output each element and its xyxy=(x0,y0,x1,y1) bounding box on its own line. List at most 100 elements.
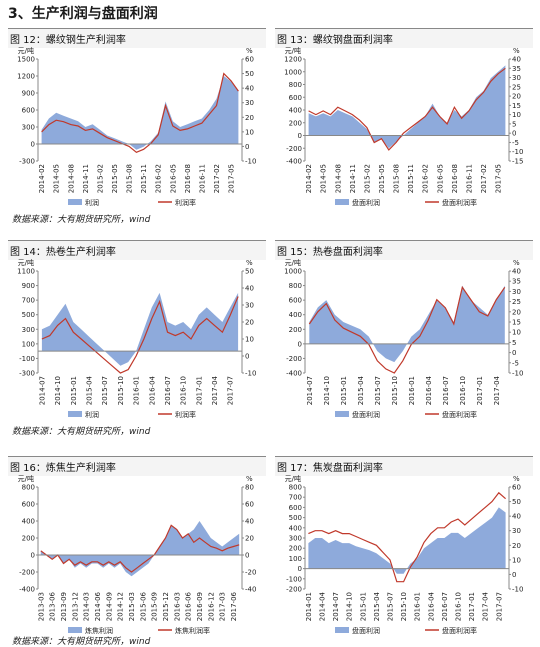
x-tick-label: 2016-05 xyxy=(169,164,177,193)
y-unit: 元/吨 xyxy=(18,474,34,483)
y-tick-label: 0 xyxy=(31,141,35,149)
chart: 元/吨 %-200-1000100200300400500600700800-10… xyxy=(285,474,524,635)
x-tick-label: 2015-01 xyxy=(70,376,78,405)
y-tick-label: 800 xyxy=(289,282,302,290)
y2-tick-label: 15 xyxy=(512,319,521,327)
figure-title: 图 12：螺纹钢生产利润率 xyxy=(8,28,266,48)
y-tick-label: -100 xyxy=(286,575,302,583)
chart: 元/吨 %-300-1001003005007009001100-10010203… xyxy=(17,258,256,419)
x-tick-label: 2016-07 xyxy=(164,376,172,405)
y-tick-label: 200 xyxy=(289,545,302,553)
x-tick-label: 2014-12 xyxy=(117,592,125,621)
line xyxy=(41,72,239,153)
y-tick-label: 0 xyxy=(31,552,35,560)
x-tick-label: 2017-03 xyxy=(219,592,227,621)
y2-tick-label: 50 xyxy=(245,268,254,276)
x-tick-label: 2016-01 xyxy=(408,376,416,405)
legend-label: 盘面利润 xyxy=(352,198,380,207)
y-tick-label: 400 xyxy=(289,107,302,115)
y-tick-label: 200 xyxy=(289,119,302,127)
y2-tick-label: 15 xyxy=(512,102,521,110)
y-tick-label: 1200 xyxy=(284,56,302,64)
x-tick-label: 2016-08 xyxy=(451,164,459,193)
y-tick-label: -400 xyxy=(286,158,302,166)
legend-swatch xyxy=(335,199,349,205)
y2-tick-label: 20 xyxy=(512,542,521,550)
y-tick-label: 600 xyxy=(289,504,302,512)
x-tick-label: 2016-06 xyxy=(185,591,193,621)
y2-tick-label: 50 xyxy=(245,70,254,78)
x-tick-label: 2015-01 xyxy=(359,592,367,621)
x-tick-label: 2016-04 xyxy=(148,375,156,405)
legend-label: 利润率 xyxy=(175,410,196,419)
legend-label: 盘面利润率 xyxy=(442,410,477,419)
x-tick-label: 2013-09 xyxy=(60,592,68,621)
x-tick-label: 2015-08 xyxy=(393,164,401,193)
x-tick-label: 2015-05 xyxy=(111,164,119,193)
y2-tick-label: 60 xyxy=(245,56,254,64)
y-tick-label: -400 xyxy=(19,586,35,594)
figure-title: 图 14：热卷生产利润率 xyxy=(8,240,266,260)
x-tick-label: 2015-02 xyxy=(96,164,104,193)
x-tick-label: 2016-01 xyxy=(414,592,422,621)
y2-tick-label: -10 xyxy=(512,586,523,594)
x-tick-label: 2016-11 xyxy=(465,164,473,193)
y-tick-label: 300 xyxy=(22,124,35,132)
x-tick-label: 2014-11 xyxy=(82,164,90,193)
x-tick-label: 2014-08 xyxy=(334,164,342,193)
y2-tick-label: -20 xyxy=(245,569,256,577)
x-tick-label: 2017-02 xyxy=(480,164,488,193)
x-tick-label: 2016-07 xyxy=(442,376,450,405)
x-tick-label: 2016-04 xyxy=(427,591,435,621)
x-tick-label: 2014-07 xyxy=(38,376,46,405)
x-tick-label: 2015-10 xyxy=(391,376,399,405)
y-tick-label: 200 xyxy=(22,535,35,543)
x-tick-label: 2017-04 xyxy=(211,375,219,405)
y-tick-label: 600 xyxy=(289,297,302,305)
x-tick-label: 2015-10 xyxy=(400,592,408,621)
x-tick-label: 2015-11 xyxy=(140,164,148,193)
y2-tick-label: 35 xyxy=(512,278,521,286)
x-tick-label: 2017-01 xyxy=(476,376,484,405)
y-tick-label: 500 xyxy=(289,514,302,522)
y2-tick-label: 35 xyxy=(512,65,521,73)
x-tick-label: 2013-03 xyxy=(37,592,45,621)
y2-unit: % xyxy=(513,475,520,483)
x-tick-label: 2015-06 xyxy=(139,591,147,621)
legend-label: 利润 xyxy=(85,410,99,419)
x-tick-label: 2016-10 xyxy=(180,376,188,405)
area xyxy=(41,76,239,150)
x-tick-label: 2015-04 xyxy=(373,591,381,621)
legend-swatch xyxy=(68,627,82,633)
y2-tick-label: 40 xyxy=(512,56,521,64)
y-tick-label: 700 xyxy=(289,494,302,502)
legend-swatch xyxy=(68,199,82,205)
y2-unit: % xyxy=(246,475,253,483)
x-tick-label: 2014-10 xyxy=(54,376,62,405)
y2-tick-label: 30 xyxy=(245,302,254,310)
y-unit: 元/吨 xyxy=(18,258,34,267)
y-unit: 元/吨 xyxy=(285,474,301,483)
y2-tick-label: 40 xyxy=(245,85,254,93)
y-tick-label: 1200 xyxy=(17,73,35,81)
x-tick-label: 2015-02 xyxy=(363,164,371,193)
y2-tick-label: 30 xyxy=(512,74,521,82)
x-tick-label: 2014-03 xyxy=(83,592,91,621)
y2-tick-label: 5 xyxy=(512,120,516,128)
y2-unit: % xyxy=(246,259,253,267)
y2-tick-label: 20 xyxy=(245,114,254,122)
y-tick-label: 800 xyxy=(22,484,35,492)
figure-title: 图 16：炼焦生产利润率 xyxy=(8,456,266,476)
x-tick-label: 2016-07 xyxy=(441,592,449,621)
x-tick-label: 2014-09 xyxy=(105,592,113,621)
y-tick-label: 500 xyxy=(22,311,35,319)
x-tick-label: 2015-10 xyxy=(117,376,125,405)
y2-tick-label: 0 xyxy=(245,552,249,560)
x-tick-label: 2015-01 xyxy=(340,376,348,405)
y2-tick-label: 30 xyxy=(512,527,521,535)
y2-tick-label: -10 xyxy=(245,158,256,166)
x-tick-label: 2013-06 xyxy=(49,591,57,621)
y2-tick-label: 80 xyxy=(245,484,254,492)
x-tick-label: 2016-05 xyxy=(436,164,444,193)
